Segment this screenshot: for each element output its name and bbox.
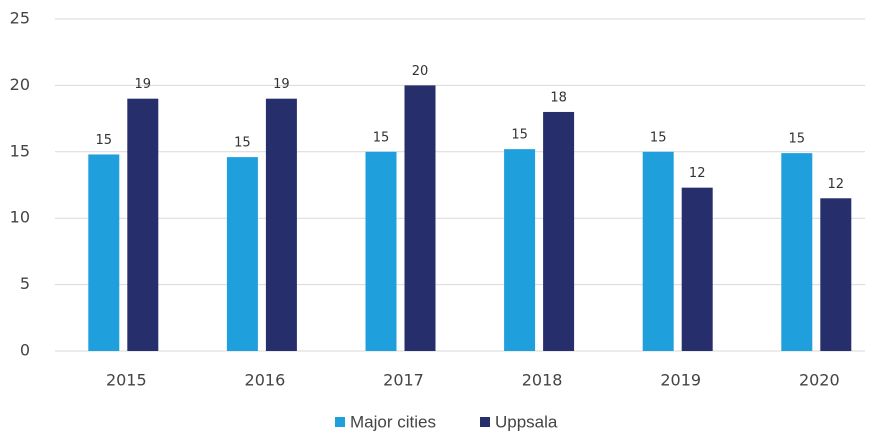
legend-swatch <box>335 417 345 427</box>
x-tick-label: 2018 <box>522 371 563 390</box>
bar <box>781 153 813 351</box>
y-tick-label: 5 <box>20 274 30 293</box>
legend-label: Major cities <box>350 412 436 431</box>
data-label: 12 <box>689 166 706 181</box>
data-label: 19 <box>135 77 152 92</box>
bar <box>226 157 258 351</box>
y-tick-label: 20 <box>10 75 30 94</box>
y-tick-label: 10 <box>10 208 30 227</box>
bar <box>504 149 536 351</box>
x-tick-label: 2015 <box>106 371 147 390</box>
bar <box>543 111 575 352</box>
bar <box>681 187 713 351</box>
x-tick-label: 2020 <box>799 371 840 390</box>
bar <box>404 85 436 352</box>
bar <box>365 151 397 351</box>
data-label: 15 <box>234 136 251 151</box>
bar <box>127 98 159 352</box>
y-tick-label: 0 <box>20 341 30 360</box>
data-label: 15 <box>789 132 806 147</box>
legend-label: Uppsala <box>495 412 558 431</box>
data-label: 18 <box>550 90 567 105</box>
data-label: 15 <box>650 130 667 145</box>
x-tick-label: 2017 <box>383 371 424 390</box>
legend-swatch <box>480 417 490 427</box>
data-label: 15 <box>511 128 528 143</box>
x-tick-label: 2019 <box>660 371 701 390</box>
bar <box>88 154 120 351</box>
y-tick-label: 25 <box>10 9 30 28</box>
bar <box>820 198 852 351</box>
data-label: 19 <box>273 77 290 92</box>
bar <box>265 98 297 352</box>
data-label: 15 <box>96 133 113 148</box>
y-tick-label: 15 <box>10 141 30 160</box>
x-tick-label: 2016 <box>245 371 286 390</box>
data-label: 12 <box>828 177 845 192</box>
data-label: 20 <box>412 64 429 79</box>
data-label: 15 <box>373 130 390 145</box>
bar <box>642 151 674 351</box>
